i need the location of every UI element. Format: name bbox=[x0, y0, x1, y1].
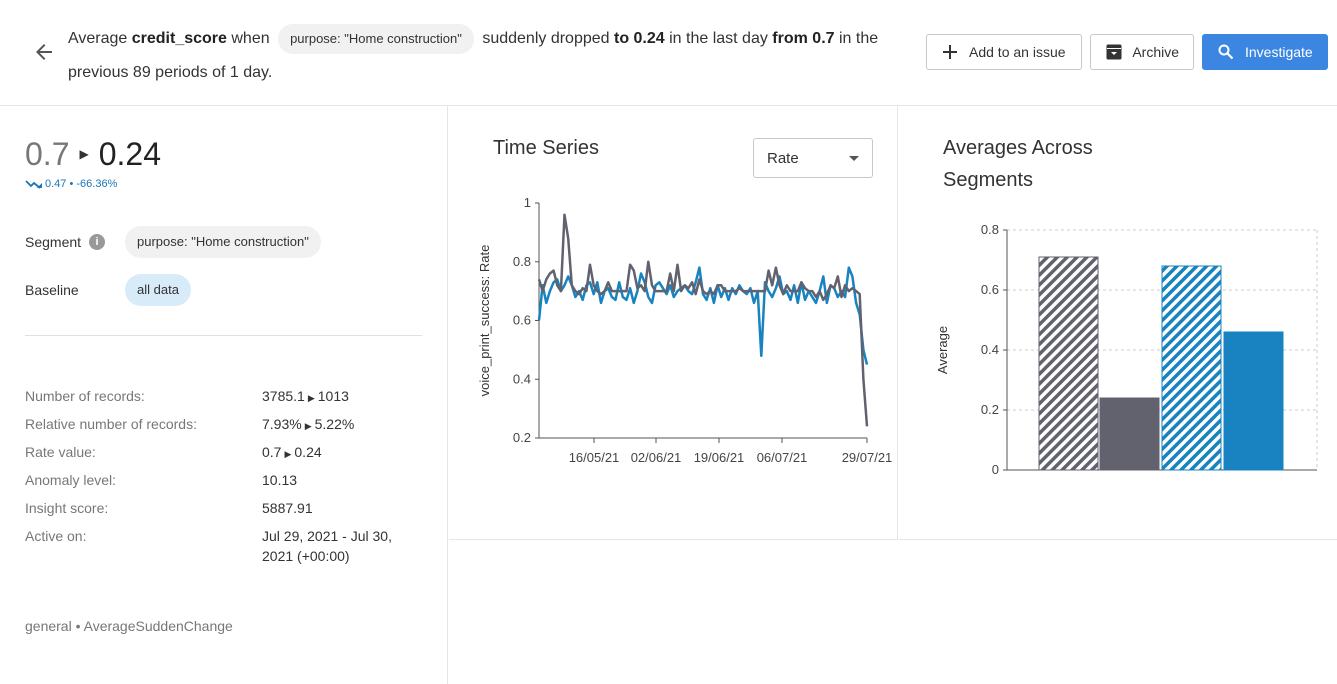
baseline-chip: all data bbox=[125, 274, 191, 306]
averages-title-line2: Segments bbox=[943, 169, 1034, 191]
y-axis-label: voice_print_success: Rate bbox=[477, 245, 492, 397]
stat-value-records: 3785.1 ▶ 1013 bbox=[262, 386, 349, 408]
y-tick-label: 0.2 bbox=[513, 430, 531, 445]
triangle-right-icon: ▶ bbox=[284, 449, 292, 459]
y-tick-label: 0 bbox=[992, 462, 999, 477]
x-tick-label: 16/05/21 bbox=[569, 450, 620, 465]
averages-bar-chart: 0 0.2 0.4 0.6 0.8 Average bbox=[935, 222, 1318, 477]
x-tick-label: 29/07/21 bbox=[842, 450, 893, 465]
y-axis-label: Average bbox=[935, 326, 950, 374]
delta-text: 0.47 • -66.36% bbox=[45, 178, 118, 190]
divider bbox=[25, 335, 422, 336]
search-icon bbox=[1217, 43, 1235, 61]
stat-label-records: Number of records: bbox=[25, 388, 145, 404]
time-series-title: Time Series bbox=[493, 137, 599, 159]
investigate-label: Investigate bbox=[1245, 44, 1313, 60]
add-to-issue-button[interactable]: Add to an issue bbox=[926, 34, 1082, 70]
triangle-right-icon: ▶ bbox=[79, 147, 89, 161]
y-tick-label: 0.4 bbox=[981, 342, 999, 357]
back-arrow-icon[interactable] bbox=[32, 40, 56, 64]
segment-label: Segment i bbox=[25, 234, 106, 250]
archive-button[interactable]: Archive bbox=[1090, 34, 1194, 70]
headline-metric: credit_score bbox=[131, 30, 227, 47]
x-tick-label: 06/07/21 bbox=[757, 450, 808, 465]
y-tick-label: 0.8 bbox=[513, 254, 531, 269]
triangle-right-icon: ▶ bbox=[307, 393, 315, 403]
segment-series-line bbox=[537, 266, 869, 365]
x-tick-label: 02/06/21 bbox=[631, 450, 682, 465]
stat-value-anomaly: 10.13 bbox=[262, 472, 298, 488]
headline-text: Average bbox=[68, 30, 132, 47]
y-tick-label: 0.2 bbox=[981, 402, 999, 417]
plus-icon bbox=[941, 43, 959, 61]
info-icon[interactable]: i bbox=[89, 234, 106, 250]
stat-from: 7.93% bbox=[262, 416, 302, 432]
headline-from-value: from 0.7 bbox=[772, 30, 835, 47]
headline-to-value: to 0.24 bbox=[613, 30, 665, 47]
stat-to: 5.22% bbox=[314, 416, 355, 432]
y-tick-label: 0.4 bbox=[513, 371, 531, 386]
stat-to: 0.24 bbox=[294, 444, 322, 460]
stat-value-rate: 0.7 ▶ 0.24 bbox=[262, 442, 322, 464]
stat-value-relative-records: 7.93% ▶ 5.22% bbox=[262, 414, 354, 436]
bar bbox=[1223, 331, 1284, 471]
value-change: 0.7 ▶ 0.24 bbox=[25, 134, 161, 174]
y-tick-label: 0.6 bbox=[513, 313, 531, 328]
time-series-panel: Time Series Rate 0.2 0.4 0.6 0.8 1 16/05/21 02… bbox=[449, 106, 898, 540]
stat-label-active-on: Active on: bbox=[25, 528, 87, 544]
headline-text: suddenly dropped bbox=[477, 30, 614, 47]
segment-label-text: Segment bbox=[25, 234, 82, 250]
y-tick-label: 1 bbox=[524, 195, 531, 210]
insight-tags: general • AverageSuddenChange bbox=[25, 618, 233, 634]
archive-icon bbox=[1105, 43, 1122, 61]
insight-summary-panel: 0.7 ▶ 0.24 0.47 • -66.36% Segment i purp… bbox=[0, 106, 448, 684]
insight-header: Average credit_score when purpose: "Home… bbox=[0, 0, 1337, 106]
headline-text: when bbox=[226, 30, 275, 47]
headline-segment-chip: purpose: "Home construction" bbox=[278, 23, 474, 54]
add-to-issue-label: Add to an issue bbox=[969, 44, 1066, 60]
averages-title: Averages Across Segments bbox=[943, 132, 1093, 196]
headline-text: in the previous 89 periods of 1 day. bbox=[68, 30, 879, 81]
value-to: 0.24 bbox=[98, 136, 161, 172]
trending-down-icon bbox=[25, 180, 42, 189]
averages-panel: Averages Across Segments 0 0.2 0.4 0.6 0.8 Av… bbox=[899, 106, 1337, 540]
time-series-chart: 0.2 0.4 0.6 0.8 1 16/05/21 02/06/21 19/06/21 06/… bbox=[477, 195, 893, 465]
segment-chip: purpose: "Home construction" bbox=[125, 226, 321, 258]
stat-from: 3785.1 bbox=[262, 388, 305, 404]
archive-label: Archive bbox=[1132, 44, 1179, 60]
baseline-label: Baseline bbox=[25, 282, 79, 298]
averages-title-line1: Averages Across bbox=[943, 137, 1093, 159]
metric-select[interactable]: Rate bbox=[753, 138, 873, 178]
stat-from: 0.7 bbox=[262, 444, 282, 460]
baseline-series-line bbox=[537, 213, 869, 427]
value-from: 0.7 bbox=[25, 136, 70, 172]
stat-value-insight-score: 5887.91 bbox=[262, 500, 313, 516]
y-tick-label: 0.6 bbox=[981, 282, 999, 297]
bar bbox=[1099, 397, 1160, 471]
caret-down-icon bbox=[849, 155, 859, 161]
stat-value-active-on: Jul 29, 2021 - Jul 30, 2021 (+00:00) bbox=[262, 528, 392, 564]
stat-to: 1013 bbox=[317, 388, 349, 404]
insight-headline: Average credit_score when purpose: "Home… bbox=[68, 22, 918, 90]
bar bbox=[1038, 256, 1099, 471]
y-tick-label: 0.8 bbox=[981, 222, 999, 237]
investigate-button[interactable]: Investigate bbox=[1202, 34, 1328, 70]
headline-text: in the last day bbox=[664, 30, 773, 47]
delta-indicator: 0.47 • -66.36% bbox=[25, 178, 117, 190]
metric-select-value: Rate bbox=[767, 149, 799, 167]
triangle-right-icon: ▶ bbox=[304, 421, 312, 431]
stat-label-relative-records: Relative number of records: bbox=[25, 416, 197, 432]
stat-label-rate: Rate value: bbox=[25, 444, 96, 460]
bar bbox=[1161, 265, 1222, 471]
stat-label-insight-score: Insight score: bbox=[25, 500, 109, 516]
x-tick-label: 19/06/21 bbox=[694, 450, 745, 465]
stat-label-anomaly: Anomaly level: bbox=[25, 472, 117, 488]
